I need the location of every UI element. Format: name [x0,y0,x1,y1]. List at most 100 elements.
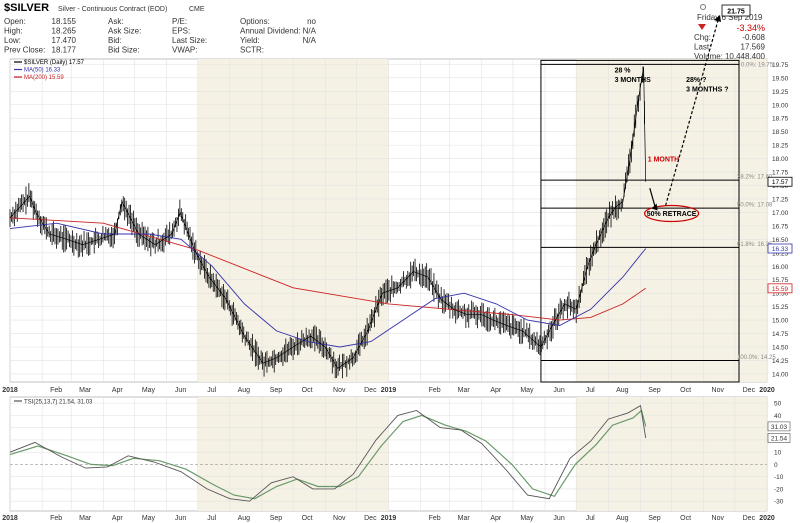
x-tick-label: 2019 [381,515,397,522]
y-tick-label: -30 [774,499,784,506]
projection-note: 3 MONTHS ? [686,86,728,93]
x-tick-label: Jul [586,387,595,394]
quote-label: Chg: [694,33,711,42]
fib-label: 0.0%: 19.75 [741,62,774,68]
down-arrow-icon [698,24,706,30]
x-tick-label: Apr [490,387,502,394]
y-tick-label: 18.25 [772,143,789,150]
rally-note: 28 % [615,67,632,74]
y-tick-label: 14.75 [772,331,789,338]
quote-value: N/A [303,27,317,36]
y-tick-label: 40 [774,413,782,420]
x-tick-label: Mar [458,387,471,394]
x-tick-label: Aug [616,387,629,394]
x-tick-label: Feb [50,515,62,522]
legend-entry: MA(200) 15.59 [24,75,64,81]
change-percent: -3.34% [736,23,765,33]
x-tick-label: Dec [364,387,377,394]
x-tick-label: Aug [238,515,251,522]
quote-label: Last Size: [172,36,207,45]
x-tick-label: 2019 [381,387,397,394]
x-tick-label: Jul [586,515,595,522]
target-label: 21.75 [727,9,745,16]
x-tick-label: Oct [302,515,313,522]
x-tick-label: Dec [743,515,756,522]
arrow-head-icon [651,203,658,211]
y-tick-label: 19.75 [772,62,789,69]
projection-arrow [665,16,720,206]
price-series [9,66,647,379]
price-tag [767,243,793,254]
quote-label: Prev Close: [4,46,45,55]
ma200-line [9,217,646,321]
x-tick-label: Mar [79,515,92,522]
y-tick-label: 16.25 [772,250,789,257]
price-tag-label: 17.57 [772,179,789,186]
y-tick-label: 16.00 [772,264,789,271]
y-tick-label: 18.00 [772,156,789,163]
retrace-ellipse [643,204,700,223]
price-x-axis: 2018 Feb Mar Apr May Jun Jul Aug Sep Oct Nov Dec 201… [2,387,775,394]
tsi-series [9,404,647,502]
price-tag [767,176,793,187]
y-tick-label: 15.25 [772,304,789,311]
x-tick-label: 2018 [2,515,18,522]
y-tick-label: -10 [774,474,784,481]
symbol[interactable]: $SILVER [4,2,49,14]
quote-value: 17.470 [52,36,77,45]
x-tick-label: Sep [270,387,283,394]
tsi-grid [9,397,768,511]
y-tick-label: 15.50 [772,291,789,298]
x-tick-label: Jun [553,387,564,394]
x-tick-label: Aug [616,515,629,522]
quote-header: $SILVER Silver - Continuous Contract (EO… [4,2,766,61]
tsi-x-axis: 2018 Feb Mar Apr May Jun Jul Aug Sep Oct Nov Dec 201… [2,515,775,522]
quote-label: P/E: [172,17,187,26]
quote-value: 18.265 [52,27,77,36]
quote-label: Bid Size: [108,46,140,55]
x-tick-label: Nov [712,387,725,394]
y-tick-label: 17.00 [772,210,789,217]
x-tick-label: Apr [112,387,124,394]
x-tick-label: Feb [429,515,441,522]
quote-label: Annual Dividend: [240,27,300,36]
quote-label: Options: [240,17,270,26]
x-tick-label: Jun [175,515,186,522]
y-tick-label: 16.75 [772,223,789,230]
x-tick-label: May [520,387,534,394]
quote-label: Ask: [108,17,124,26]
annotations: 28 % 3 MONTHS 28% ? 3 MONTHS ? 1 MONTH 50% RE… [615,4,751,223]
x-tick-label: Dec [743,387,756,394]
x-tick-label: May [142,515,156,522]
price-tag [767,283,793,294]
quote-value: no [307,17,316,26]
quote-label: Last: [694,43,711,52]
x-tick-label: Oct [302,387,313,394]
y-tick-label: 15.00 [772,318,789,325]
quote-label: Ask Size: [108,27,141,36]
x-tick-label: Sep [270,515,283,522]
x-tick-label: Nov [333,387,346,394]
y-tick-label: 15.75 [772,277,789,284]
price-tag-label: 15.59 [772,286,789,293]
target-box [721,4,751,17]
x-tick-label: Apr [490,515,502,522]
legend-entry: $SILVER (Daily) 17.57 [24,60,85,66]
fib-box [540,59,740,383]
y-tick-label: 19.50 [772,75,789,82]
price-tag-label: 16.33 [772,246,789,253]
price-y-axis: 14.00 14.25 14.50 14.75 15.00 15.25 15.50 15.75… [772,62,789,379]
x-tick-label: 2020 [759,515,775,522]
exchange: CME [189,6,205,13]
arrow-head-icon [714,15,721,22]
y-tick-label: -20 [774,486,784,493]
x-tick-label: Sep [648,387,661,394]
legend-entry: TSI(25,13,7) 21.54, 31.03 [24,400,93,406]
x-tick-label: Sep [648,515,661,522]
x-tick-label: 2018 [2,387,18,394]
ma50-line [9,222,647,348]
settings-icon[interactable] [700,4,706,10]
fib-label: 50.0%: 17.08 [737,203,773,209]
